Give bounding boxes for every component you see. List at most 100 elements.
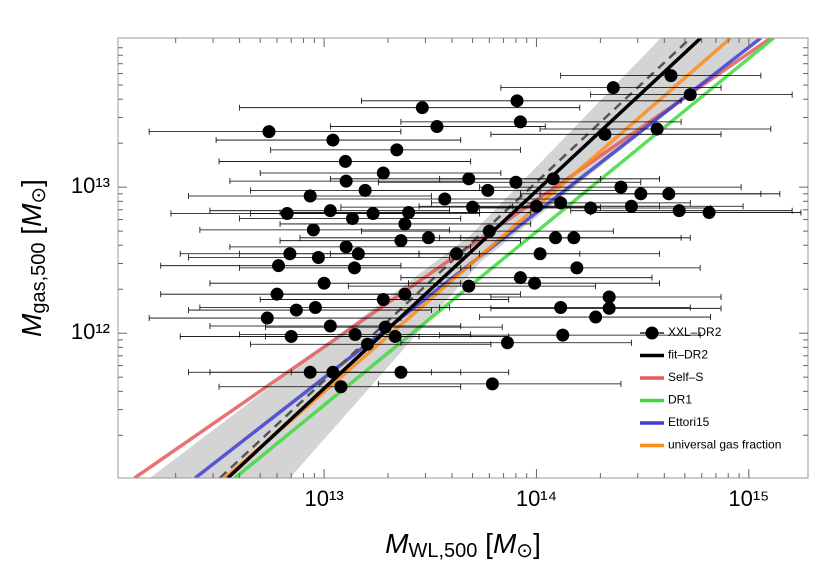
data-point [260, 311, 274, 325]
data-point [598, 127, 612, 141]
legend-label: Ettori15 [668, 415, 710, 429]
data-point [509, 175, 523, 189]
data-point [339, 174, 353, 188]
data-point [634, 187, 648, 201]
data-point [262, 125, 276, 139]
xlabel-part: ] [533, 528, 541, 559]
y-tick-label: 10¹² [71, 319, 110, 344]
data-point [481, 183, 495, 197]
ylabel-axis-label: Mgas,500 [M⊙] [16, 179, 50, 337]
data-point [358, 183, 372, 197]
data-point [272, 259, 286, 273]
legend-label: universal gas fraction [668, 438, 781, 452]
data-point [366, 207, 380, 221]
data-point [462, 172, 476, 186]
data-point [311, 250, 325, 264]
legend-marker [645, 326, 659, 340]
x-tick-label: 10¹³ [305, 486, 344, 511]
legend-label: Self–S [668, 370, 703, 384]
data-point [513, 115, 527, 129]
data-point [672, 204, 686, 218]
ylabel-part: [ [16, 227, 47, 243]
data-point [280, 207, 294, 221]
xlabel-part: ⊙ [516, 540, 533, 562]
data-point [449, 247, 463, 261]
data-point [347, 261, 361, 275]
fit-line [226, 38, 702, 478]
plot-area [133, 38, 802, 478]
data-point [351, 247, 365, 261]
data-point [614, 180, 628, 194]
data-point [348, 327, 362, 341]
data-point [326, 365, 340, 379]
x-tick-label: 10¹⁴ [516, 486, 557, 511]
data-point [339, 240, 353, 254]
ylabel-part: M [16, 203, 47, 227]
data-point [584, 201, 598, 215]
axes: 10¹³ 10¹⁴ 10¹⁵ 10¹² 10¹³ [71, 38, 808, 511]
data-point [664, 69, 678, 83]
xlabel-axis-label: MWL,500 [M⊙] [385, 528, 541, 562]
data-point [528, 276, 542, 290]
data-point [338, 154, 352, 168]
data-point [556, 328, 570, 342]
data-point [421, 231, 435, 245]
data-point [345, 212, 359, 226]
fit-line [233, 38, 775, 478]
data-point [570, 261, 584, 275]
data-point [303, 189, 317, 203]
data-point [430, 120, 444, 134]
data-point [360, 337, 374, 351]
data-point [554, 300, 568, 314]
data-point [624, 199, 638, 213]
xlabel-part: WL,500 [408, 540, 477, 562]
data-point [662, 187, 676, 201]
data-point [602, 301, 616, 315]
data-point [702, 206, 716, 220]
data-point [390, 143, 404, 157]
data-point [602, 290, 616, 304]
ylabel-part: ] [16, 179, 47, 187]
data-point [306, 223, 320, 237]
data-point [606, 81, 620, 95]
data-point [388, 329, 402, 343]
data-point [510, 94, 524, 108]
data-point [554, 196, 568, 210]
data-point [334, 380, 348, 394]
ylabel-part: M [16, 313, 47, 337]
data-point [546, 172, 560, 186]
data-point [323, 319, 337, 333]
legend-label: fit–DR2 [668, 348, 708, 362]
data-point [462, 279, 476, 293]
data-point [650, 122, 664, 136]
data-point [438, 192, 452, 206]
data-point [303, 365, 317, 379]
data-point [376, 293, 390, 307]
ylabel-part: gas,500 [28, 242, 50, 313]
ylabel-part: ⊙ [28, 187, 50, 204]
data-point [567, 231, 581, 245]
data-point [482, 224, 496, 238]
data-point [323, 204, 337, 218]
xlabel-part: M [493, 528, 517, 559]
data-point [466, 200, 480, 214]
data-point [513, 271, 527, 285]
data-point [415, 101, 429, 115]
data-point [398, 287, 412, 301]
data-point [283, 247, 297, 261]
data-point [394, 365, 408, 379]
legend-label: DR1 [668, 393, 692, 407]
data-point [284, 329, 298, 343]
xlabel-part: [ [477, 528, 493, 559]
legend-label: XXL–DR2 [668, 325, 722, 339]
data-point [394, 234, 408, 248]
data-point [589, 310, 603, 324]
data-point [270, 287, 284, 301]
data-point [308, 300, 322, 314]
data-point [533, 247, 547, 261]
x-tick-label: 10¹⁵ [728, 486, 769, 511]
legend: XXL–DR2 fit–DR2 Self–S DR1 Ettori15 universal… [640, 325, 781, 452]
data-point [529, 199, 543, 213]
data-point [326, 133, 340, 147]
